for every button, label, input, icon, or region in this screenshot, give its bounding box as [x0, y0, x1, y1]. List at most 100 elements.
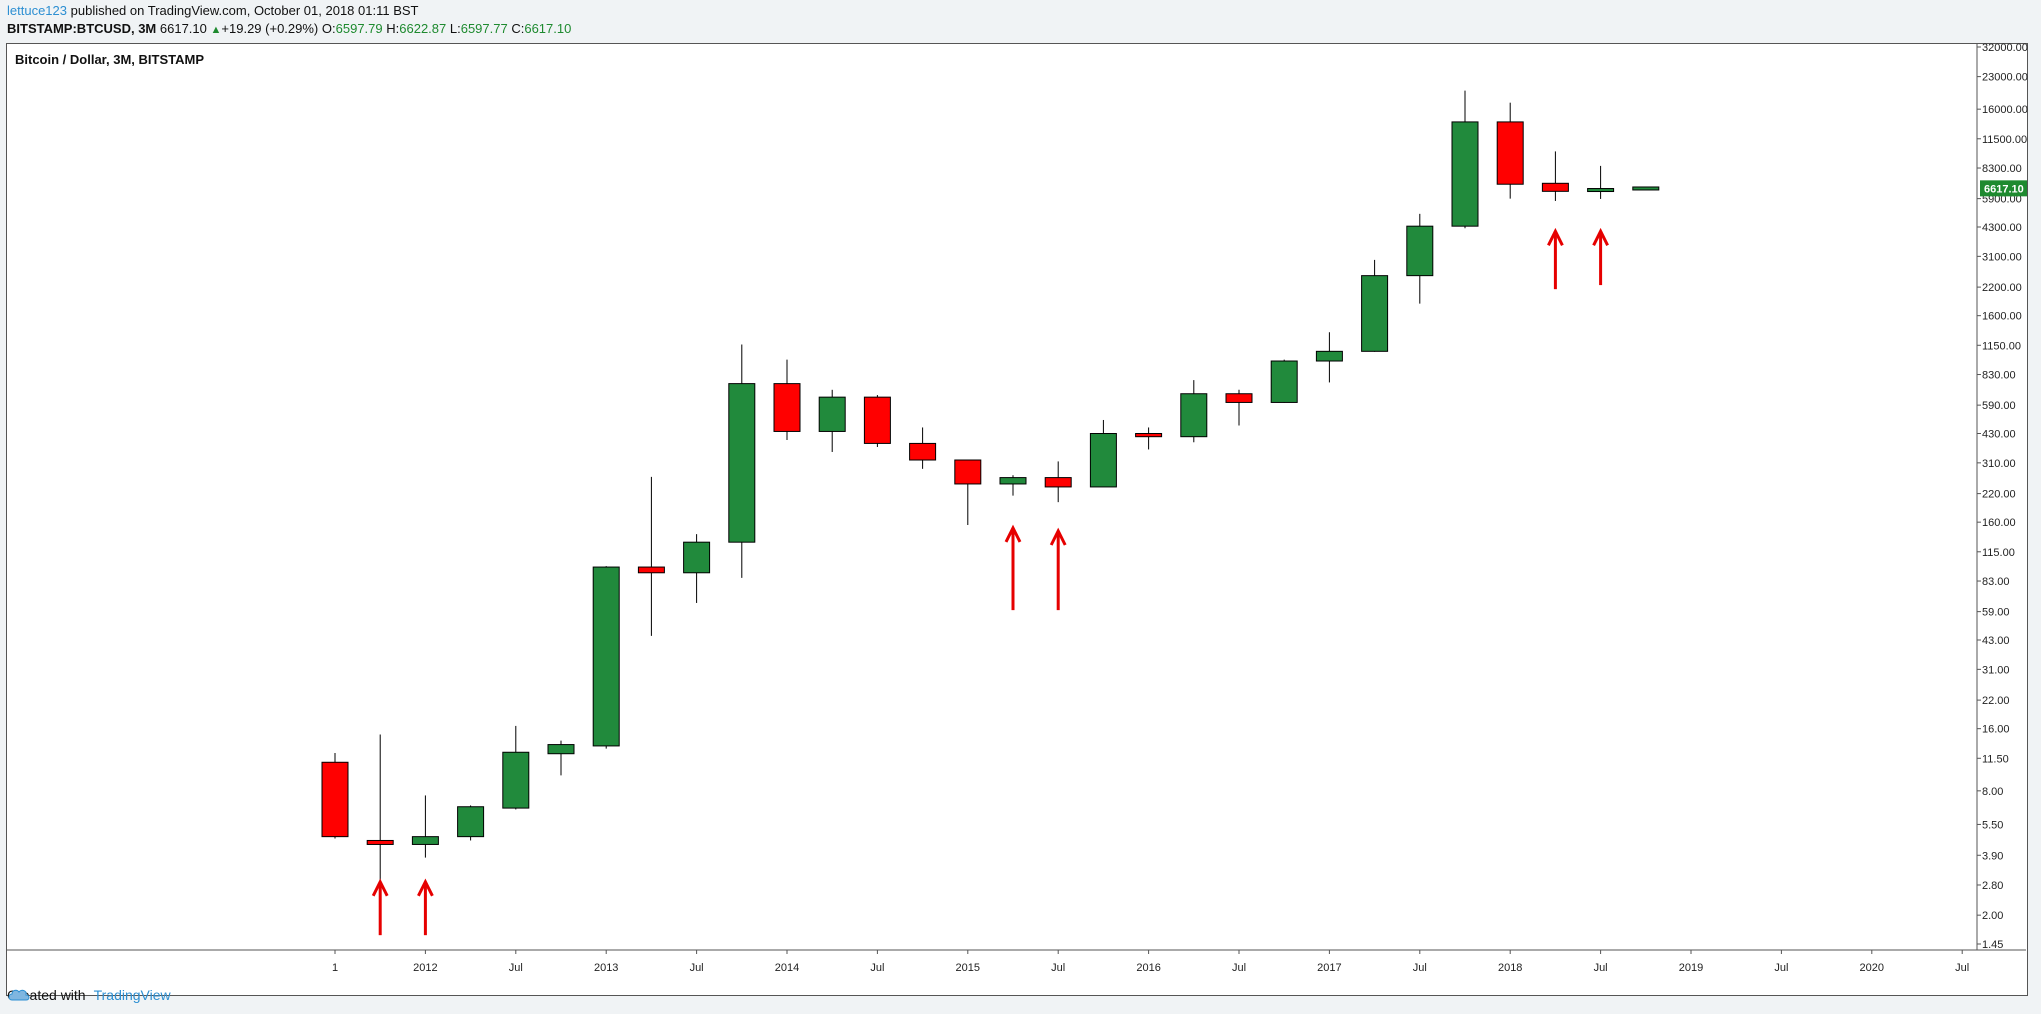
price-tick-label: 2.80 — [1982, 880, 2003, 892]
bullish-candle — [1587, 188, 1615, 193]
time-tick-label: Jul — [870, 962, 884, 974]
price-tick-label: 16000.00 — [1982, 104, 2028, 116]
bullish-candle — [1180, 393, 1208, 438]
time-tick-label: Jul — [509, 962, 523, 974]
last-price-label: 6617.10 — [1984, 183, 2024, 195]
price-tick-label: 16.00 — [1982, 724, 2010, 736]
bullish-candle — [592, 566, 620, 747]
chart-frame[interactable] — [6, 43, 2028, 996]
bullish-candle — [1406, 225, 1434, 277]
tradingview-cloud-icon — [8, 989, 30, 1001]
time-tick-label: Jul — [1594, 962, 1608, 974]
price-tick-label: 8.00 — [1982, 786, 2003, 798]
bearish-candle — [637, 566, 665, 574]
time-tick-label: 1 — [332, 962, 338, 974]
up-triangle-icon: ▲ — [210, 24, 222, 36]
time-tick-label: 2016 — [1136, 962, 1160, 974]
price-tick-label: 59.00 — [1982, 607, 2010, 619]
price-tick-label: 83.00 — [1982, 576, 2010, 588]
price-tick-label: 220.00 — [1982, 489, 2016, 501]
bullish-candle — [818, 396, 846, 432]
price-tick-label: 3.90 — [1982, 850, 2003, 862]
time-tick-label: 2019 — [1679, 962, 1703, 974]
time-tick-label: 2012 — [413, 962, 437, 974]
price-tick-label: 2200.00 — [1982, 282, 2022, 294]
time-tick-label: 2014 — [775, 962, 799, 974]
bullish-candle — [502, 751, 530, 809]
bearish-candle — [863, 396, 891, 444]
open-label: O: — [321, 21, 336, 36]
red-arrow-head-icon — [1547, 227, 1564, 246]
bullish-candle — [683, 541, 711, 574]
price-tick-label: 1600.00 — [1982, 311, 2022, 323]
price-tick-label: 830.00 — [1982, 370, 2016, 382]
bullish-candle — [1270, 360, 1298, 403]
bearish-candle — [954, 459, 982, 485]
time-tick-label: 2017 — [1317, 962, 1341, 974]
red-arrow-head-icon — [1592, 227, 1609, 246]
red-arrow-head-icon — [417, 878, 434, 897]
time-tick-label: Jul — [1051, 962, 1065, 974]
publish-info: lettuce123 published on TradingView.com,… — [7, 3, 418, 19]
time-tick-label: Jul — [1232, 962, 1246, 974]
tradingview-brand-link[interactable]: TradingView — [93, 987, 171, 1003]
low-value: 6597.77 — [460, 21, 508, 36]
price-tick-label: 2.00 — [1982, 910, 2003, 922]
price-tick-label: 22.00 — [1982, 695, 2010, 707]
bullish-candle — [411, 836, 439, 845]
price-tick-label: 4300.00 — [1982, 222, 2022, 234]
bullish-candle — [999, 477, 1027, 485]
high-value: 6622.87 — [399, 21, 447, 36]
price-tick-label: 1150.00 — [1982, 340, 2021, 352]
time-tick-label: 2013 — [594, 962, 618, 974]
bullish-candle — [728, 383, 756, 543]
author-link[interactable]: lettuce123 — [7, 3, 67, 18]
close-label: C: — [511, 21, 525, 36]
red-arrow-head-icon — [1004, 524, 1022, 543]
price-tick-label: 11.50 — [1982, 753, 2009, 765]
bullish-candle — [1632, 186, 1660, 191]
bearish-candle — [1135, 433, 1163, 438]
price-tick-label: 3100.00 — [1982, 251, 2022, 263]
bearish-candle — [321, 761, 349, 838]
price-tick-label: 430.00 — [1982, 429, 2016, 441]
last-price-badge — [1980, 180, 2027, 197]
time-tick-label: 2018 — [1498, 962, 1522, 974]
price-tick-label: 1.45 — [1982, 939, 2003, 951]
time-tick-label: Jul — [1774, 962, 1788, 974]
bearish-candle — [1044, 477, 1072, 488]
chart-title: Bitcoin / Dollar, 3M, BITSTAMP — [15, 52, 204, 67]
price-tick-label: 32000.00 — [1982, 42, 2028, 54]
bearish-candle — [773, 383, 801, 432]
time-tick-label: Jul — [690, 962, 704, 974]
bearish-candle — [1496, 121, 1524, 185]
price-tick-label: 5.50 — [1982, 819, 2003, 831]
price-tick-label: 590.00 — [1982, 400, 2016, 412]
symbol-label: BITSTAMP:BTCUSD, 3M — [7, 21, 157, 36]
time-tick-label: 2015 — [956, 962, 980, 974]
price-tick-label: 8300.00 — [1982, 163, 2022, 175]
time-tick-label: 2020 — [1860, 962, 1884, 974]
footer: Created with TradingView — [7, 987, 171, 1003]
price-tick-label: 310.00 — [1982, 458, 2016, 470]
time-tick-label: Jul — [1955, 962, 1969, 974]
bullish-candle — [457, 806, 485, 838]
bearish-candle — [909, 442, 937, 461]
open-value: 6597.79 — [335, 21, 383, 36]
bearish-candle — [1225, 393, 1253, 403]
bullish-candle — [1451, 121, 1479, 227]
price-tick-label: 5900.00 — [1982, 194, 2022, 206]
close-value: 6617.10 — [524, 21, 572, 36]
time-tick-label: Jul — [1413, 962, 1427, 974]
bullish-candle — [1315, 350, 1343, 362]
price-change: +19.29 (+0.29%) — [221, 21, 319, 36]
price-tick-label: 31.00 — [1982, 664, 2010, 676]
bullish-candle — [1089, 433, 1117, 488]
bullish-candle — [547, 744, 575, 755]
last-price: 6617.10 — [159, 21, 207, 36]
price-tick-label: 115.00 — [1982, 547, 2015, 559]
price-tick-label: 160.00 — [1982, 517, 2016, 529]
quote-line: BITSTAMP:BTCUSD, 3M 6617.10 ▲+19.29 (+0.… — [7, 21, 571, 38]
low-label: L: — [449, 21, 461, 36]
